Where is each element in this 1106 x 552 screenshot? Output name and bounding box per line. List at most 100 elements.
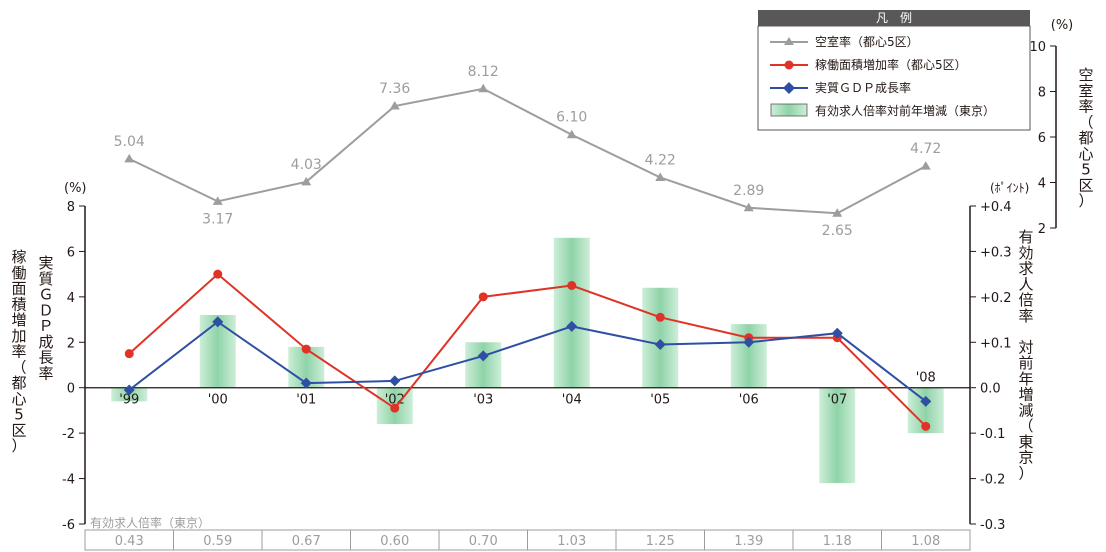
legend-entry-gdp: 実質ＧＤＰ成長率: [815, 80, 911, 95]
gdp-growth-line: [128, 320, 927, 403]
legend-header: [758, 10, 1030, 26]
area-growth-point: [124, 349, 134, 359]
x-tick-label: '08: [916, 371, 936, 386]
x-tick-label: '03: [473, 393, 493, 408]
vacancy-point: [124, 153, 135, 163]
gdp-growth-point: [566, 320, 578, 332]
left-axis-title-area: 稼働面積増加率（都心 5 区）: [11, 248, 26, 455]
right-tick-label: -0.3: [980, 518, 1005, 533]
area-growth-point: [921, 421, 931, 431]
gdp-growth-point: [831, 327, 843, 339]
left-tick-label: 6: [67, 245, 75, 260]
table-cell: 0.59: [203, 534, 232, 549]
gdp-growth-point: [477, 350, 489, 362]
gdp-growth-point: [920, 395, 932, 407]
vacancy-tick-label: 2: [1038, 222, 1046, 237]
bar-job-ratio-change: [553, 237, 590, 388]
table-title: 有効求人倍率（東京）: [90, 515, 210, 530]
legend-vacancy-marker: [784, 37, 794, 45]
right-tick-label: +0.2: [980, 291, 1012, 306]
legend-area-marker: [784, 60, 794, 70]
vacancy-point: [478, 83, 489, 93]
x-tick-label: '00: [208, 393, 228, 408]
legend: 凡 例 空室率（都心5区） 稼働面積増加率（都心5区） 実質ＧＤＰ成長率 有効求…: [757, 10, 1031, 131]
left-tick-label: -2: [62, 427, 75, 442]
table-cell: 1.08: [911, 534, 940, 549]
area-growth-point: [213, 269, 223, 279]
vacancy-series: 5.04 3.17 4.03 7.36 8.12 6.10 4.22 2.89 2.65 4.72: [114, 64, 942, 239]
table-cell: 1.18: [823, 534, 852, 549]
table-cell: 0.70: [469, 534, 498, 549]
left-tick-label: 4: [67, 291, 75, 306]
legend-entry-area: 稼働面積増加率（都心5区）: [815, 57, 967, 72]
vacancy-data-label: 7.36: [379, 81, 410, 97]
job-ratio-table: 有効求人倍率（東京） 0.43 0.59 0.67 0.60 0.70 1.03 1.25 1.…: [84, 515, 971, 551]
right-tick-label: -0.1: [980, 427, 1005, 442]
left-axis-title-gdp: 実質ＧＤＰ成長率: [38, 254, 53, 382]
gdp-growth-point: [743, 336, 755, 348]
left-tick-label: -4: [62, 473, 75, 488]
vacancy-data-label: 4.72: [910, 141, 941, 157]
vacancy-point: [920, 161, 931, 170]
vacancy-data-label: 2.65: [822, 223, 853, 239]
table-cell: 0.43: [115, 534, 144, 549]
vacancy-point: [389, 101, 400, 110]
table-cell: 0.60: [380, 534, 409, 549]
area-growth-point: [478, 292, 488, 302]
right-tick-label: 0.0: [980, 382, 1001, 397]
legend-entry-vacancy: 空室率（都心5区）: [815, 34, 919, 49]
vacancy-tick-label: 6: [1038, 131, 1046, 146]
left-tick-label: 0: [67, 382, 75, 397]
right-tick-label: +0.4: [980, 200, 1012, 215]
gdp-growth-point: [123, 384, 135, 396]
right-tick-label: +0.1: [980, 336, 1012, 351]
area-growth-point: [301, 344, 311, 354]
legend-bar-swatch: [770, 103, 808, 117]
vacancy-data-label: 4.03: [291, 157, 322, 173]
bar-job-ratio-change: [465, 342, 502, 388]
legend-entry-bar: 有効求人倍率対前年増減（東京）: [815, 103, 995, 118]
vacancy-data-label: 5.04: [114, 134, 145, 150]
vacancy-point: [566, 129, 577, 139]
bars-layer: [111, 237, 944, 484]
right-axis-title: 有効求人倍率 対前年増減（東京）: [1018, 228, 1033, 482]
table-cell: 0.67: [292, 534, 321, 549]
vacancy-data-label: 8.12: [468, 64, 499, 80]
area-growth-point: [655, 312, 665, 322]
vacancy-point: [743, 202, 754, 212]
bar-job-ratio-change: [642, 287, 679, 388]
right-tick-label: +0.3: [980, 245, 1012, 260]
vacancy-data-label: 6.10: [556, 110, 587, 126]
gdp-growth-point: [300, 377, 312, 389]
table-cell: 1.03: [557, 534, 586, 549]
vacancy-point: [301, 176, 312, 186]
vacancy-point: [655, 172, 666, 181]
right-tick-label: -0.2: [980, 473, 1005, 488]
table-cell: 1.25: [646, 534, 675, 549]
vacancy-data-label: 4.22: [645, 152, 676, 168]
vacancy-line: [128, 87, 927, 215]
vacancy-point: [212, 196, 223, 205]
gdp-growth-point: [212, 316, 224, 328]
bar-job-ratio-change: [819, 387, 856, 484]
x-tick-label: '05: [650, 393, 670, 408]
left-tick-label: 2: [67, 336, 75, 351]
left-tick-label: 8: [67, 200, 75, 215]
gdp-growth-point: [654, 339, 666, 351]
vacancy-data-label: 2.89: [733, 183, 764, 199]
line-series: [123, 269, 932, 431]
vacancy-tick-label: 4: [1038, 177, 1046, 192]
table-cell: 1.39: [734, 534, 763, 549]
left-axis-unit: (%): [64, 181, 87, 196]
area-growth-line: [128, 272, 927, 428]
vacancy-tick-label: 10: [1029, 40, 1046, 55]
x-tick-label: '07: [827, 393, 847, 408]
left-tick-label: -6: [62, 518, 75, 533]
vacancy-point: [832, 208, 843, 217]
x-tick-label: '01: [296, 393, 316, 408]
gdp-growth-point: [389, 375, 401, 387]
x-tick-label: '99: [119, 393, 139, 408]
x-tick-label: '04: [562, 393, 582, 408]
area-growth-point: [567, 281, 577, 290]
